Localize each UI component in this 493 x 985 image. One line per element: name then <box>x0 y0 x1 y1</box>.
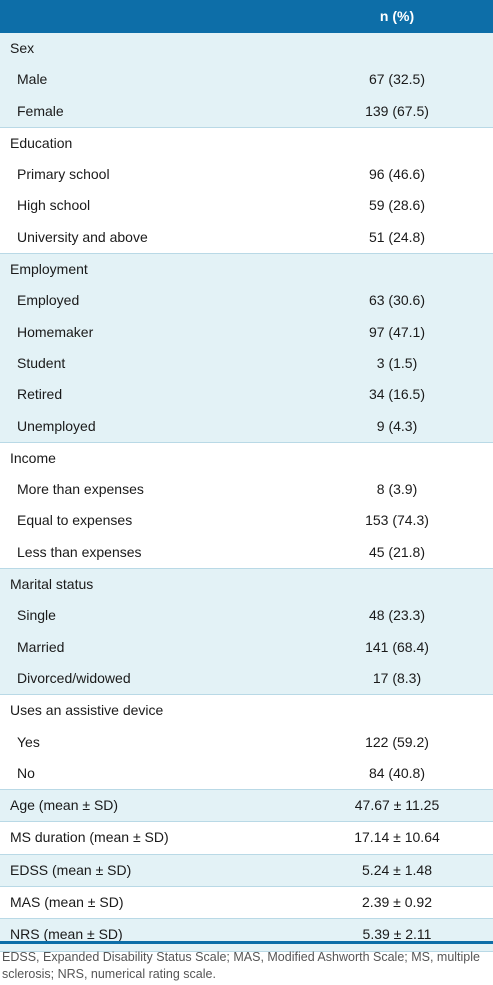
table-row: EDSS (mean ± SD) 5.24 ± 1.48 <box>0 855 493 886</box>
row-label: Marital status <box>10 576 94 593</box>
group-title-row: Uses an assistive device <box>0 695 493 726</box>
table-row: Married 141 (68.4) <box>0 632 493 663</box>
group-title-row: Sex <box>0 33 493 64</box>
row-value: 5.24 ± 1.48 <box>362 861 432 878</box>
row-label: University and above <box>17 228 148 245</box>
row-label: Male <box>17 71 48 88</box>
row-value: 34 (16.5) <box>368 386 426 403</box>
table-group: Employment Employed 63 (30.6) Homemaker 97 (… <box>0 254 493 443</box>
row-value: 47.67 ± 11.25 <box>354 797 440 814</box>
table-body: Sex Male 67 (32.5) Female 139 (67.5) Educatio… <box>0 33 493 952</box>
row-label: Sex <box>10 40 35 56</box>
table-bottom-rule <box>0 941 493 944</box>
row-label: MAS (mean ± SD) <box>10 894 124 911</box>
table-group: Sex Male 67 (32.5) Female 139 (67.5) <box>0 33 493 128</box>
table-row: Divorced/widowed 17 (8.3) <box>0 663 493 694</box>
table-row: Male 67 (32.5) <box>0 64 493 95</box>
stat-row-group: NRS (mean ± SD) 5.39 ± 2.11 <box>0 919 493 952</box>
row-value: 97 (47.1) <box>368 323 426 340</box>
group-title-row: Income <box>0 443 493 474</box>
row-label: High school <box>17 197 91 214</box>
stat-row-group: MAS (mean ± SD) 2.39 ± 0.92 <box>0 887 493 920</box>
table-row: Retired 34 (16.5) <box>0 379 493 410</box>
row-value: 63 (30.6) <box>368 292 426 309</box>
table-row: Female 139 (67.5) <box>0 96 493 127</box>
table-footnote: EDSS, Expanded Disability Status Scale; … <box>2 950 480 981</box>
table-row: Yes 122 (59.2) <box>0 727 493 758</box>
row-value: 5.39 ± 2.11 <box>362 926 432 943</box>
row-label: Married <box>17 638 65 655</box>
row-label: Unemployed <box>17 417 96 434</box>
row-value: 141 (68.4) <box>365 638 429 655</box>
row-label: Less than expenses <box>17 543 142 560</box>
table-row: Single 48 (23.3) <box>0 600 493 631</box>
table-row: MS duration (mean ± SD) 17.14 ± 10.64 <box>0 822 493 853</box>
table-row: Student 3 (1.5) <box>0 348 493 379</box>
row-value: 8 (3.9) <box>376 481 418 498</box>
table-row: No 84 (40.8) <box>0 758 493 789</box>
table-row: Homemaker 97 (47.1) <box>0 317 493 348</box>
row-value: 153 (74.3) <box>365 512 429 529</box>
row-label: Employed <box>17 292 80 309</box>
row-value: 9 (4.3) <box>376 417 418 434</box>
demographics-table: n (%) Sex Male 67 (32.5) Female 139 (67.5) Ed… <box>0 0 493 952</box>
row-label: Age (mean ± SD) <box>10 797 119 814</box>
stat-row-group: EDSS (mean ± SD) 5.24 ± 1.48 <box>0 854 493 888</box>
row-label: Retired <box>17 386 63 403</box>
row-label: No <box>17 764 35 781</box>
table-group: Education Primary school 96 (46.6) High sch… <box>0 128 493 255</box>
row-value: 139 (67.5) <box>365 102 429 119</box>
row-value: 3 (1.5) <box>376 354 418 371</box>
row-label: Female <box>17 102 64 119</box>
row-label: Employment <box>10 261 88 278</box>
row-label: More than expenses <box>17 481 144 498</box>
group-title-row: Education <box>0 128 493 159</box>
row-label: Equal to expenses <box>17 512 133 529</box>
table-row: MAS (mean ± SD) 2.39 ± 0.92 <box>0 887 493 918</box>
row-value: 17 (8.3) <box>372 669 422 686</box>
group-title-row: Employment <box>0 254 493 285</box>
row-label: NRS (mean ± SD) <box>10 926 123 943</box>
row-label: Yes <box>17 733 40 750</box>
row-value: 96 (46.6) <box>368 166 426 183</box>
row-value: 59 (28.6) <box>368 197 426 214</box>
table-row: University and above 51 (24.8) <box>0 222 493 253</box>
row-label: Uses an assistive device <box>10 702 164 719</box>
row-value: 122 (59.2) <box>365 733 429 750</box>
table-header: n (%) <box>0 0 493 33</box>
row-label: Homemaker <box>17 323 94 340</box>
row-value: 51 (24.8) <box>368 228 426 245</box>
row-label: MS duration (mean ± SD) <box>10 829 169 846</box>
row-value: 2.39 ± 0.92 <box>362 894 432 911</box>
row-label: Divorced/widowed <box>17 669 131 686</box>
table-group: Marital status Single 48 (23.3) Married 141 … <box>0 569 493 696</box>
table-row: Age (mean ± SD) 47.67 ± 11.25 <box>0 790 493 821</box>
row-label: Student <box>17 354 66 371</box>
table-group: Uses an assistive device Yes 122 (59.2) No 8… <box>0 695 493 791</box>
table-row: More than expenses 8 (3.9) <box>0 474 493 505</box>
row-label: Single <box>17 607 56 624</box>
column-header-n-percent: n (%) <box>379 8 415 24</box>
stat-row-group: Age (mean ± SD) 47.67 ± 11.25 <box>0 790 493 823</box>
row-label: Income <box>10 449 56 466</box>
table-row: Unemployed 9 (4.3) <box>0 411 493 442</box>
table-group: Income More than expenses 8 (3.9) Equal to … <box>0 443 493 570</box>
table-row: Equal to expenses 153 (74.3) <box>0 505 493 536</box>
group-title-row: Marital status <box>0 569 493 600</box>
table-row: Employed 63 (30.6) <box>0 285 493 316</box>
row-label: Education <box>10 134 73 151</box>
table-row: Primary school 96 (46.6) <box>0 159 493 190</box>
row-label: Primary school <box>17 166 110 183</box>
row-value: 17.14 ± 10.64 <box>354 829 440 846</box>
row-value: 45 (21.8) <box>368 543 426 560</box>
row-label: EDSS (mean ± SD) <box>10 861 132 878</box>
row-value: 67 (32.5) <box>368 71 426 88</box>
row-value: 48 (23.3) <box>368 607 426 624</box>
row-value: 84 (40.8) <box>368 764 426 781</box>
table-row: Less than expenses 45 (21.8) <box>0 537 493 568</box>
table-row: High school 59 (28.6) <box>0 190 493 221</box>
stat-row-group: MS duration (mean ± SD) 17.14 ± 10.64 <box>0 822 493 855</box>
table-row: NRS (mean ± SD) 5.39 ± 2.11 <box>0 919 493 950</box>
